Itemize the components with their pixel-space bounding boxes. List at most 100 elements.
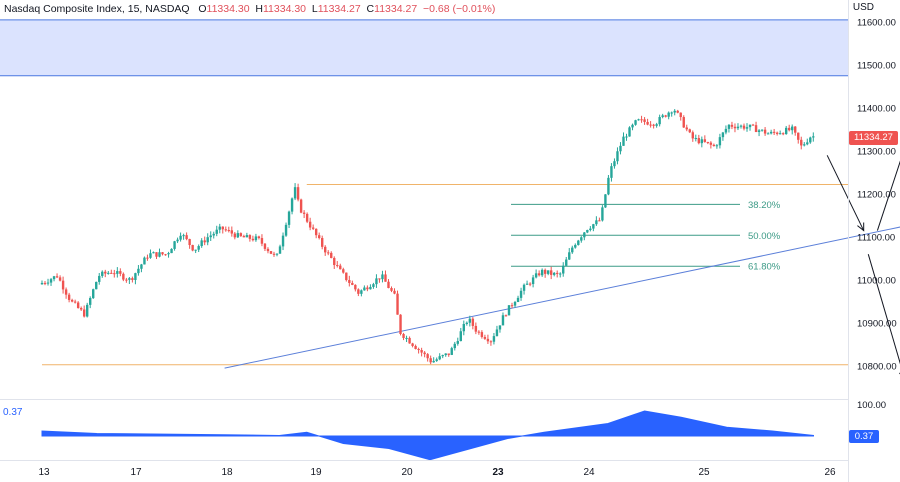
- open-value: 11334.30: [206, 3, 250, 15]
- price-tick-label: 11600.00: [857, 18, 896, 29]
- candle-body: [89, 298, 92, 305]
- fib-label: 61.80%: [748, 262, 781, 273]
- candle-body: [76, 302, 80, 309]
- candle-body: [441, 355, 444, 357]
- candle-body: [278, 246, 282, 254]
- candle-body: [311, 227, 315, 229]
- candle-body: [778, 133, 782, 135]
- candle-body: [284, 224, 288, 236]
- candle-body: [432, 360, 435, 363]
- candle-body: [465, 322, 469, 324]
- candle-body: [667, 112, 670, 117]
- candle-body: [528, 283, 532, 285]
- oscillator-area: [41, 410, 814, 461]
- candle-body: [333, 257, 336, 266]
- candle-body: [411, 343, 414, 346]
- candle-body: [492, 336, 496, 342]
- time-tick-label: 18: [221, 467, 233, 478]
- low-label: L: [311, 3, 318, 15]
- candle-body: [450, 348, 453, 355]
- candle-body: [495, 329, 499, 337]
- candle-body: [95, 281, 98, 290]
- candle-body: [703, 139, 707, 142]
- candle-body: [113, 273, 116, 275]
- candle-body: [203, 240, 206, 243]
- candle-body: [510, 305, 514, 307]
- candle-body: [354, 284, 357, 290]
- candle-body: [92, 289, 95, 299]
- candle-body: [339, 265, 342, 270]
- candle-body: [98, 275, 101, 282]
- candle-body: [691, 132, 694, 139]
- candle-body: [784, 127, 788, 135]
- candle-body: [712, 144, 716, 147]
- candle-body: [571, 247, 574, 253]
- candle-body: [652, 124, 655, 126]
- candle-body: [266, 248, 270, 252]
- candle-body: [794, 126, 797, 133]
- candle-body: [248, 235, 252, 239]
- last-price-badge: 11334.27: [849, 131, 898, 145]
- candle-body: [682, 117, 685, 128]
- candle-body: [809, 137, 812, 143]
- candle-body: [775, 132, 779, 134]
- candle-body: [366, 287, 369, 290]
- candle-body: [263, 243, 267, 249]
- candle-body: [619, 145, 622, 152]
- candle-body: [540, 269, 544, 276]
- candle-body: [161, 252, 164, 255]
- candle-body: [287, 211, 291, 225]
- candle-body: [209, 235, 212, 238]
- price-tick-label: 10800.00: [857, 362, 897, 373]
- candle-body: [471, 318, 475, 326]
- candle-body: [462, 323, 466, 332]
- candle-body: [293, 187, 297, 199]
- high-value: 11334.30: [262, 3, 306, 15]
- oscillator-axis-label: 100.00: [857, 400, 886, 411]
- candle-body: [444, 353, 447, 356]
- candle-body: [402, 333, 405, 338]
- candle-body: [342, 269, 345, 273]
- candle-body: [372, 284, 375, 287]
- candle-body: [158, 252, 161, 257]
- candle-body: [592, 224, 595, 229]
- candle-body: [559, 273, 562, 275]
- candle-body: [85, 304, 89, 317]
- candle-body: [456, 341, 459, 344]
- candle-body: [447, 353, 450, 355]
- candle-body: [257, 236, 261, 239]
- candle-body: [275, 253, 279, 255]
- candle-body: [489, 341, 493, 343]
- candle-body: [501, 315, 505, 326]
- candle-body: [610, 166, 613, 178]
- candle-body: [164, 254, 167, 256]
- candle-body: [516, 297, 520, 302]
- candle-body: [426, 354, 429, 359]
- candle-body: [625, 136, 628, 138]
- time-tick-label: 24: [583, 467, 595, 478]
- arrow-line: [867, 254, 900, 365]
- candle-body: [330, 252, 333, 258]
- candle-body: [221, 226, 224, 230]
- candle-body: [101, 271, 104, 276]
- candle-body: [215, 229, 218, 234]
- low-value: 11334.27: [317, 3, 361, 15]
- candle-body: [697, 138, 701, 144]
- candle-body: [640, 119, 643, 121]
- candle-body: [390, 288, 393, 291]
- candle-body: [664, 115, 667, 117]
- candle-body: [269, 251, 273, 254]
- candle-body: [745, 127, 749, 129]
- candle-body: [58, 277, 62, 281]
- arrow-head: [857, 222, 865, 232]
- candle-body: [522, 284, 526, 291]
- candle-body: [260, 238, 264, 244]
- candle-body: [40, 282, 44, 285]
- candle-body: [438, 356, 441, 360]
- candle-body: [748, 124, 752, 128]
- oscillator-pane: 100.00: [41, 400, 886, 461]
- candle-body: [724, 128, 728, 133]
- candle-body: [387, 281, 390, 289]
- candle-body: [676, 110, 679, 113]
- candle-body: [393, 290, 396, 294]
